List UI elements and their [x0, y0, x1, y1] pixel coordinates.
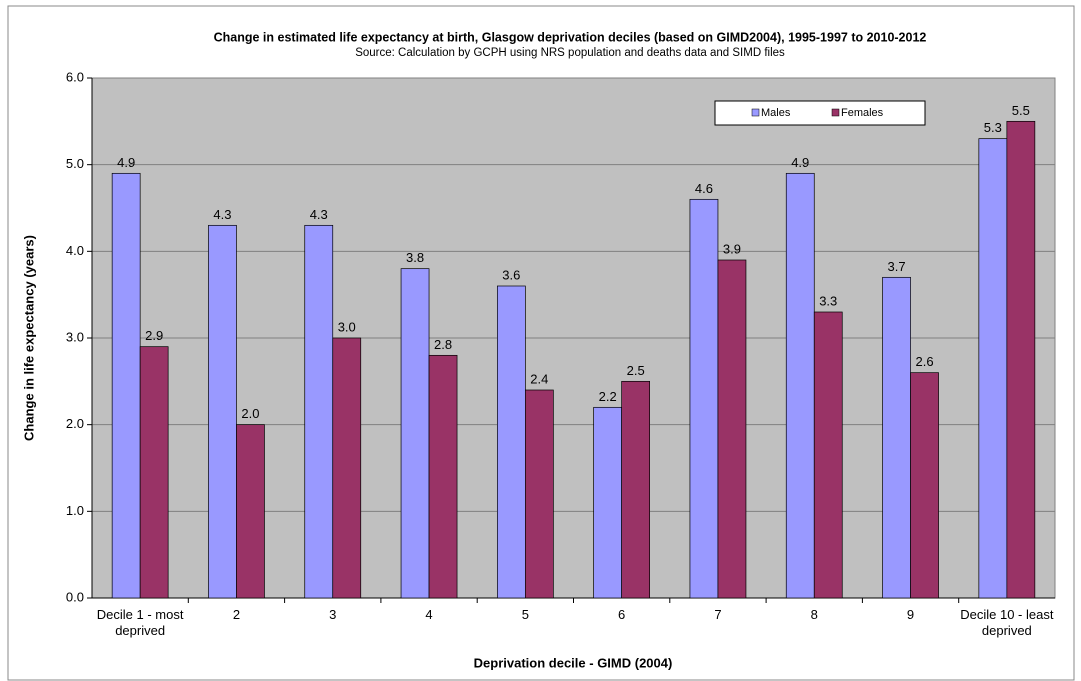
bar	[497, 285, 526, 599]
bar	[332, 337, 362, 599]
chart-subtitle: Source: Calculation by GCPH using NRS po…	[355, 47, 785, 59]
y-tick-label: 0.0	[66, 589, 84, 604]
data-label: 5.3	[984, 120, 1002, 135]
bar	[689, 198, 719, 599]
y-tick-label: 2.0	[66, 416, 84, 431]
legend-label: Females	[841, 107, 884, 119]
data-label: 3.7	[888, 259, 906, 274]
bar	[813, 311, 843, 599]
y-tick-label: 6.0	[66, 69, 84, 84]
bar	[208, 224, 237, 599]
legend-swatch	[831, 108, 840, 117]
data-label: 2.4	[530, 371, 548, 386]
data-label: 3.8	[406, 250, 424, 265]
bar	[882, 276, 911, 599]
x-tick-label: 8	[810, 607, 818, 622]
x-tick-label: 4	[425, 607, 433, 622]
bar	[400, 268, 430, 599]
x-axis-label: Deprivation decile - GIMD (2004)	[474, 655, 673, 670]
x-tick-label: 5	[521, 607, 529, 622]
x-tick-label: Decile 1 - most deprived	[96, 607, 184, 638]
bar	[236, 424, 265, 599]
y-axis-label: Change in life expectancy (years)	[21, 235, 36, 441]
data-label: 2.9	[145, 328, 163, 343]
bar	[1006, 120, 1036, 599]
y-tick-label: 3.0	[66, 329, 84, 344]
bar	[785, 172, 815, 599]
x-tick-label: 6	[618, 607, 626, 622]
x-tick-label: 2	[232, 607, 241, 622]
x-tick-label: 9	[906, 607, 915, 622]
data-label: 4.3	[213, 207, 231, 222]
data-label: 5.5	[1012, 103, 1030, 118]
chart-title: Change in estimated life expectancy at b…	[214, 30, 927, 44]
y-tick-label: 1.0	[66, 503, 84, 518]
bar	[524, 389, 554, 599]
y-tick-label: 5.0	[66, 156, 84, 171]
legend-label: Males	[761, 107, 791, 119]
bar	[910, 372, 939, 599]
data-label: 4.9	[117, 155, 135, 170]
x-tick-label: 3	[329, 607, 337, 622]
x-tick-label: 7	[714, 607, 722, 622]
data-label: 3.9	[723, 241, 741, 256]
bar	[978, 138, 1008, 599]
data-label: 4.6	[695, 181, 713, 196]
legend-swatch	[751, 108, 760, 117]
bar	[139, 346, 169, 599]
legend	[714, 100, 926, 126]
bar	[304, 224, 334, 599]
data-label: 3.0	[338, 319, 356, 334]
bar	[111, 172, 141, 599]
bar	[593, 406, 623, 599]
data-label: 2.5	[627, 363, 645, 378]
data-label: 3.6	[502, 267, 520, 282]
y-tick-label: 4.0	[66, 243, 84, 258]
data-label: 2.8	[434, 337, 452, 352]
data-label: 2.0	[241, 406, 259, 421]
data-label: 3.3	[819, 293, 837, 308]
x-tick-label: Decile 10 - least deprived	[960, 607, 1054, 638]
data-label: 2.2	[599, 389, 617, 404]
data-label: 4.9	[791, 155, 809, 170]
bar	[428, 354, 458, 599]
bar	[717, 259, 747, 599]
data-label: 2.6	[916, 354, 934, 369]
bar	[621, 380, 651, 599]
data-label: 4.3	[310, 207, 328, 222]
